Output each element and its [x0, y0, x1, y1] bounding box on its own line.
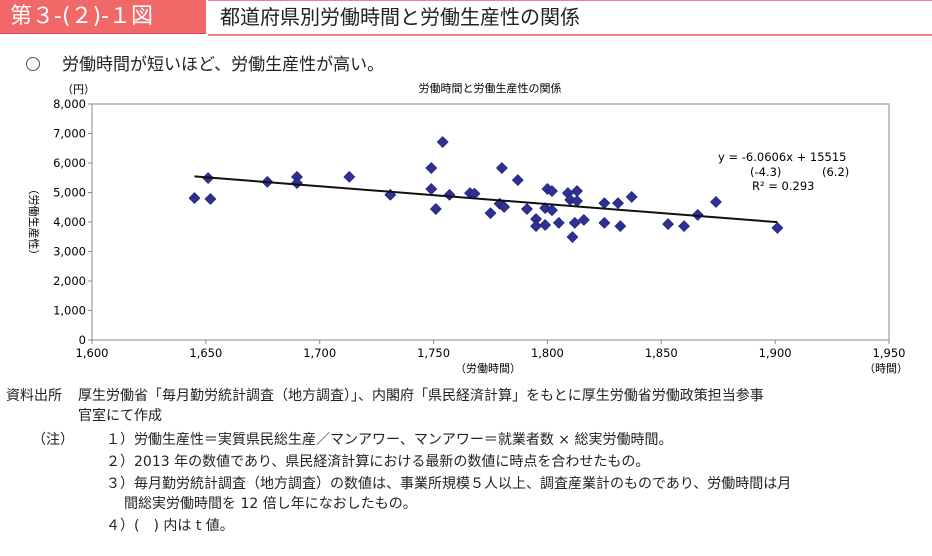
data-point [678, 220, 690, 233]
data-point [568, 216, 581, 229]
t-intercept-label: (6.2) [822, 165, 849, 179]
x-tick-label: 1,600 [76, 346, 109, 360]
r2-label: R² = 0.293 [752, 179, 814, 193]
data-point [612, 197, 624, 210]
y-tick-label: 6,000 [53, 156, 86, 170]
x-tick-label: 1,650 [189, 346, 222, 360]
data-point [771, 221, 784, 234]
equation-label: y = -6.0606x + 15515 [718, 150, 846, 164]
data-point [291, 177, 303, 189]
data-point [495, 162, 508, 174]
y-tick-label: 1,000 [53, 304, 86, 318]
note-1: １）労働生産性＝実質県民総生産／マンアワー、マンアワー＝就業者数 × 総実労働時… [106, 432, 673, 448]
data-point [204, 193, 217, 205]
data-point [625, 191, 638, 203]
data-point [521, 203, 533, 215]
x-unit: （時間） [864, 362, 908, 375]
y-axis-label: （労働生産性） [27, 184, 41, 261]
x-axis-label: （労働時間） [455, 361, 521, 375]
lead-statement: 労働時間が短いほど、労働生産性が高い。 [26, 50, 384, 75]
data-point [614, 220, 627, 233]
y-tick-label: 8,000 [53, 97, 86, 111]
y-unit: （円） [62, 83, 95, 96]
data-point [530, 220, 542, 233]
data-point [571, 185, 583, 197]
x-tick-label: 1,750 [417, 346, 450, 360]
x-tick-label: 1,700 [303, 346, 336, 360]
scatter-chart: 労働時間と労働生産性の関係 （円） （時間） （労働時間） （労働生産性） 1,… [27, 81, 908, 375]
figure-title: 都道府県別労働時間と労働生産性の関係 [208, 0, 932, 36]
data-point [691, 208, 704, 221]
data-point [546, 204, 558, 217]
note-3b: 間総実労働時間を 12 倍し年になおしたもの。 [124, 496, 417, 512]
data-point [443, 188, 456, 201]
data-point [498, 201, 511, 213]
data-point [484, 207, 497, 220]
x-tick-label: 1,850 [645, 346, 678, 360]
x-tick-label: 1,900 [759, 346, 792, 360]
circle-bullet-icon [26, 57, 40, 71]
y-tick-label: 3,000 [53, 245, 86, 259]
source-label: 資料出所 [6, 388, 62, 404]
source-line-1: 厚生労働省「毎月勤労統計調査（地方調査）」、内閣府「県民経済計算」をもとに厚生労… [78, 388, 764, 404]
note-label: （注） [32, 432, 74, 448]
trend-line [194, 175, 778, 224]
y-tick-label: 4,000 [53, 215, 86, 229]
data-point [436, 136, 449, 148]
y-tick-label: 7,000 [53, 127, 86, 141]
data-point [425, 183, 438, 195]
note-2: ２）2013 年の数値であり、県民経済計算における最新の数値に時点を合わせたもの… [106, 454, 650, 470]
figure-label: 第３-(２)-１図 [0, 0, 206, 34]
t-slope-label: (-4.3) [750, 165, 781, 179]
data-point [598, 197, 611, 210]
y-tick-label: 0 [79, 333, 86, 347]
chart-title: 労働時間と労働生産性の関係 [419, 81, 562, 95]
source-line-2: 官室にて作成 [78, 408, 162, 424]
data-point [552, 216, 565, 229]
data-point [662, 218, 675, 230]
note-3a: ３）毎月勤労統計調査（地方調査）の数値は、事業所規模５人以上、調査産業計のもので… [106, 476, 792, 492]
data-point [546, 185, 558, 197]
x-tick-label: 1,950 [873, 346, 906, 360]
data-point [429, 203, 442, 215]
data-point [425, 162, 438, 174]
data-point [566, 231, 579, 243]
data-point [511, 174, 524, 187]
data-point [598, 216, 611, 229]
y-tick-label: 5,000 [53, 186, 86, 200]
note-4: ４）( ) 内は t 値。 [106, 518, 234, 534]
data-point [710, 196, 722, 208]
data-point [343, 170, 356, 183]
x-tick-label: 1,800 [531, 346, 564, 360]
data-point [188, 192, 201, 205]
y-tick-label: 2,000 [53, 274, 86, 288]
lead-text: 労働時間が短いほど、労働生産性が高い。 [62, 55, 385, 75]
data-point [539, 219, 552, 231]
data-point [577, 214, 590, 226]
